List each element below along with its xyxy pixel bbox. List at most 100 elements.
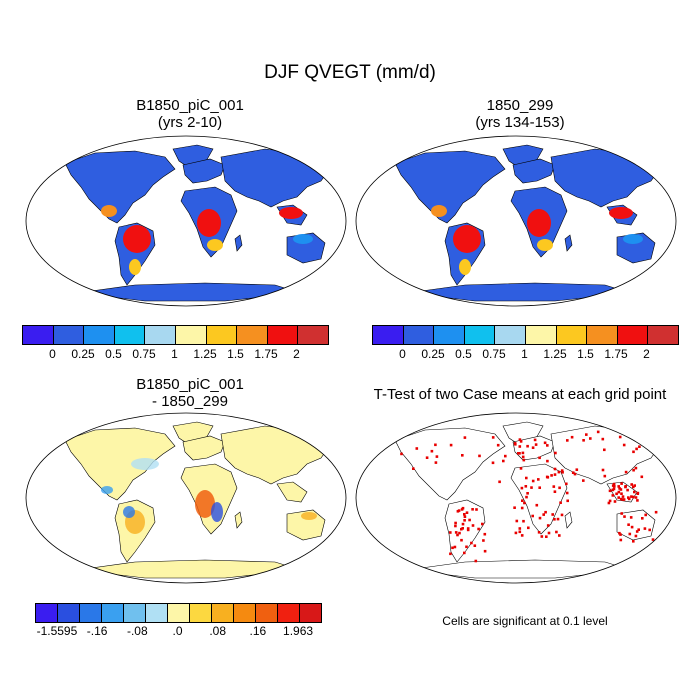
colorbar-swatch [617,326,649,344]
significant-cell [540,535,544,538]
significant-cell [611,484,615,487]
significant-cell [582,439,585,442]
continent-northAmerica [64,150,176,224]
significant-cell [613,500,617,503]
continent-antarctica [76,282,302,302]
significant-cell [561,471,564,474]
significant-cell [520,506,524,510]
significant-cell [463,519,466,522]
panel-title-ttest-line1: T-Test of two Case means at each grid po… [373,386,667,403]
significant-cell [523,501,526,505]
significant-cell [460,538,463,542]
colorbar-swatch [175,326,207,344]
significant-cell [550,474,553,477]
significant-cell [524,485,528,488]
significant-cell [565,491,569,495]
continent-madagascar [564,234,573,252]
colorbar-swatch [102,604,124,622]
significant-cell [566,439,569,442]
figure-title: DJF QVEGT (mm/d) [264,62,436,83]
colorbar-difference [35,603,322,623]
significant-cell [481,522,484,526]
significant-cell [435,455,439,458]
significant-cell [636,499,639,502]
ttest-significance-note: Cells are significant at 0.1 level [442,614,608,628]
significant-cell [632,468,635,472]
significant-cell [514,443,517,446]
panel-title-case1-line2: (yrs 2-10) [157,114,223,131]
colorbar-tick-label: 0.25 [421,347,445,361]
significant-cell [461,454,464,457]
significant-cell [565,482,568,486]
significant-cell [465,511,469,514]
significant-cell [638,445,641,448]
significant-cell [608,499,612,503]
colorbar-tick-label: .0 [172,624,183,638]
significant-cell [518,530,522,534]
significant-cell [608,489,612,493]
significant-cell [620,482,623,485]
colorbar-difference-labels: -1.5595 -.16 -.08 .0 .08 .16 1.963 [35,624,320,640]
significant-cell [471,508,474,511]
tropical-high-south-america [123,225,151,253]
significant-cell [454,531,458,534]
colorbar-swatch [80,604,102,622]
continent-asia [220,148,332,208]
significant-cell [520,534,524,537]
significant-cell [463,436,467,439]
significant-cell [573,472,577,476]
continent-europe [182,435,226,461]
continent-nz [328,256,336,272]
colorbar-tick-label: 0.75 [132,347,156,361]
significant-cell [644,513,647,517]
significant-cell [415,447,419,450]
colorbar-tick-label: 1.963 [283,624,314,638]
significant-cell [622,443,626,447]
colorbar-swatch [403,326,435,344]
colorbar-tick-label: 1.5 [577,347,594,361]
colorbar-swatch [464,326,496,344]
significant-cell [434,461,438,464]
significant-cell [546,444,549,447]
colorbar-tick-label: .08 [209,624,227,638]
significant-cell [619,538,623,542]
significant-cell [533,438,537,442]
tropical-high-se-asia [279,207,303,219]
colorbar-swatch [237,326,268,344]
significant-cell [525,495,528,499]
significant-cell [434,443,437,447]
panel-title-case2: 1850_299 (yrs 134-153) [370,97,670,131]
continent-antarctica [406,282,632,302]
significant-cell [496,443,500,447]
colorbar-swatch [36,604,58,622]
significant-cell [557,470,561,474]
colorbar-tick-label: 0.5 [455,347,472,361]
significant-cell [566,499,569,503]
significant-cell [461,527,464,530]
colorbar-case1-labels: 0 0.25 0.5 0.75 1 1.25 1.5 1.75 2 [22,347,327,363]
colorbar-swatch [278,604,300,622]
significant-cell [478,454,481,458]
significant-cell [570,435,574,439]
continent-seAsia [276,481,308,503]
significant-cell [537,478,540,481]
significant-cell [643,436,646,440]
significant-cell [430,449,434,453]
significant-cell [519,440,523,443]
significant-cell [617,490,621,494]
map-difference [25,412,347,584]
significant-cell [634,466,638,470]
continent-europe [182,158,226,184]
map-boundary [355,412,677,584]
significant-cell [632,485,635,489]
colorbar-swatch [190,604,212,622]
significant-cell [585,433,588,436]
diff-negative-central-america [101,486,113,494]
significant-cell [526,492,529,495]
significant-cell [491,436,495,439]
significant-cell [617,496,620,499]
significant-cell [460,508,464,511]
significant-cell [611,494,615,497]
significant-cell [461,522,465,526]
colorbar-tick-label: 0.25 [71,347,95,361]
